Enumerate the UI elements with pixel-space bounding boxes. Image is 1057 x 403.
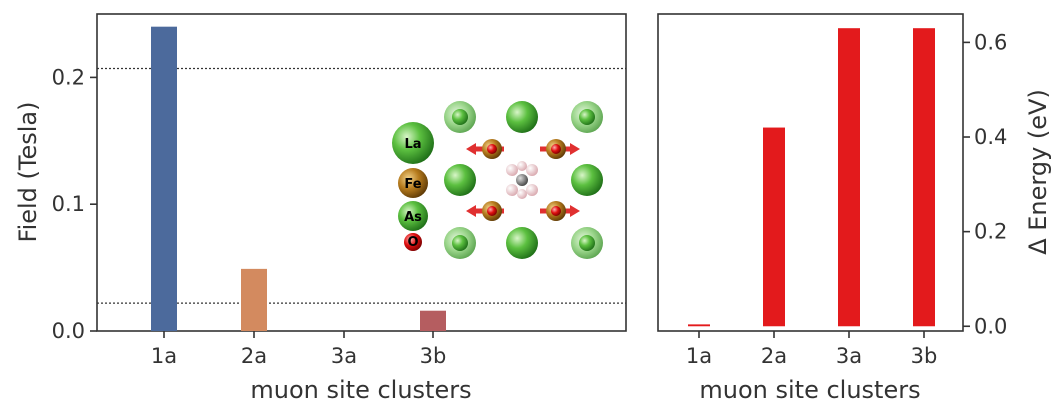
x-tick-label: 3a — [836, 344, 862, 368]
o-atom — [487, 144, 497, 154]
y-tick-label: 0.4 — [974, 125, 1007, 149]
left-y-axis-label: Field (Tesla) — [14, 102, 42, 243]
la-atom — [571, 164, 603, 196]
muon-site — [526, 164, 538, 176]
crystal-structure-inset: La Fe As O — [392, 101, 603, 259]
right-x-axis-label: muon site clusters — [699, 376, 920, 403]
right-y-axis-label: Δ Energy (eV) — [1024, 89, 1052, 255]
arrow-head-icon — [570, 205, 580, 217]
bar-3b — [420, 310, 446, 331]
x-tick-label: 1a — [151, 344, 177, 368]
muon-site — [517, 161, 527, 171]
la-atom — [506, 101, 538, 133]
y-tick-label: 0.2 — [974, 220, 1007, 244]
o-atom-icon — [404, 233, 422, 251]
arrow-head-icon — [466, 205, 476, 217]
muon-site — [517, 189, 527, 199]
bar-3b — [913, 28, 935, 327]
bar-1a — [688, 324, 710, 327]
right-plot-frame — [657, 13, 964, 332]
y-tick-label: 0.1 — [52, 192, 85, 216]
y-tick-label: 0.6 — [974, 30, 1007, 54]
y-tick-label: 0.0 — [974, 314, 1007, 338]
as-atom-core — [452, 109, 468, 125]
left-plot-frame — [96, 13, 627, 332]
muon-site — [506, 164, 518, 176]
inset-legend: La Fe As O — [392, 122, 434, 251]
bar-3a — [838, 28, 860, 327]
la-atom-icon — [392, 122, 434, 164]
o-atom — [551, 206, 561, 216]
x-tick-label: 1a — [686, 344, 712, 368]
fe-moments — [466, 139, 580, 221]
x-tick-label: 3b — [420, 344, 447, 368]
as-atom-core — [579, 109, 595, 125]
bar-2a — [241, 268, 267, 331]
legend-o-label: O — [407, 235, 418, 250]
muon-site-center — [516, 174, 528, 186]
y-tick-label: 0.0 — [52, 319, 85, 343]
lattice-atoms — [444, 101, 603, 259]
la-atom — [444, 164, 476, 196]
x-tick-label: 2a — [761, 344, 787, 368]
fe-atom-icon — [398, 168, 428, 198]
x-tick-label: 3a — [331, 344, 357, 368]
y-tick-label: 0.2 — [52, 65, 85, 89]
left-x-axis-label: muon site clusters — [250, 376, 471, 403]
as-atom-icon — [398, 201, 428, 231]
legend-la-label: La — [404, 137, 421, 152]
bar-1a — [151, 26, 177, 332]
la-atom — [506, 227, 538, 259]
x-tick-label: 3b — [911, 344, 938, 368]
left-panel: 0.0 0.1 0.2 1a 2a 3a 3b muon site clusters Fi… — [14, 13, 627, 403]
muon-site — [526, 184, 538, 196]
o-atom — [551, 144, 561, 154]
muon-site-cluster — [506, 161, 538, 199]
right-panel: 0.0 0.2 0.4 0.6 1a 2a 3a 3b muon site clusters… — [657, 13, 1052, 403]
as-atom-core — [452, 235, 468, 251]
o-atom — [487, 206, 497, 216]
arrow-head-icon — [570, 143, 580, 155]
legend-fe-label: Fe — [404, 177, 421, 192]
as-atom-core — [579, 235, 595, 251]
bar-2a — [763, 127, 785, 327]
muon-site — [506, 184, 518, 196]
legend-as-label: As — [404, 210, 422, 225]
arrow-head-icon — [466, 143, 476, 155]
x-tick-label: 2a — [241, 344, 267, 368]
